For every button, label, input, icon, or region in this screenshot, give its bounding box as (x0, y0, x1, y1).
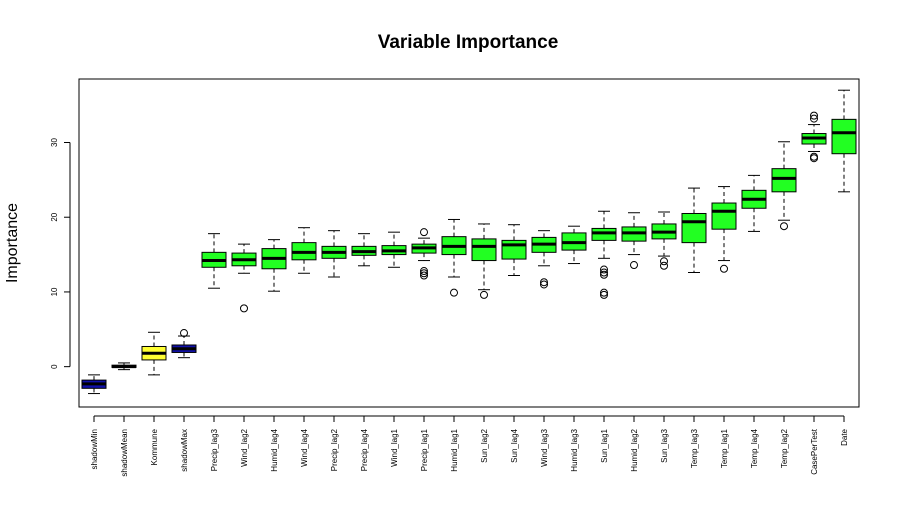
x-tick-label: shadowMin (90, 429, 99, 469)
boxplot-Wind_lag4 (291, 227, 317, 274)
boxplot-Date (831, 89, 857, 193)
boxplot-Temp_lag1 (711, 186, 737, 273)
boxplot-Wind_lag3 (531, 230, 557, 289)
x-tick-label: Sun_lag4 (510, 428, 519, 462)
boxplot-Temp_lag2 (771, 141, 797, 231)
outlier-point (180, 329, 188, 338)
outlier-point (720, 264, 728, 273)
boxplot-Sun_lag4 (501, 224, 527, 277)
y-tick-label: 20 (50, 212, 59, 221)
outlier-point (660, 261, 668, 270)
x-tick-label: Wind_lag3 (540, 428, 549, 466)
boxplot-Humid_lag1 (441, 218, 467, 297)
y-tick-label: 0 (50, 364, 59, 369)
outlier-point (420, 267, 428, 276)
x-tick-label: Precip_lag4 (360, 428, 369, 471)
outlier-point (600, 265, 608, 274)
outlier-point (600, 268, 608, 277)
boxplot-CasePerTest (801, 111, 827, 163)
boxplot-shadowMax (171, 329, 197, 359)
boxplot-shadowMin (81, 374, 107, 395)
boxplot-shadowMean (111, 362, 137, 371)
x-tick-label: Wind_lag4 (300, 428, 309, 466)
x-tick-label: Temp_lag2 (780, 428, 789, 468)
x-tick-label: Temp_lag4 (750, 428, 759, 468)
boxplot-Wind_lag2 (231, 243, 257, 313)
y-axis-label: Importance (4, 203, 21, 283)
outlier-point (540, 278, 548, 287)
x-tick-label: Kommune (150, 428, 159, 465)
outlier-point (630, 261, 638, 270)
boxplot-Kommune (141, 331, 167, 376)
x-tick-label: Sun_lag2 (480, 428, 489, 462)
y-tick-label: 10 (50, 287, 59, 296)
boxplot-Humid_lag3 (561, 225, 587, 265)
boxplot-Precip_lag1 (411, 228, 437, 280)
outlier-point (810, 114, 818, 123)
outlier-point (240, 304, 248, 313)
x-tick-label: Humid_lag3 (570, 428, 579, 471)
outlier-point (600, 270, 608, 279)
outlier-point (450, 288, 458, 297)
y-axis: 0 10 20 30 (50, 138, 71, 369)
boxplot-Sun_lag1 (591, 210, 617, 299)
boxplot-Humid_lag2 (621, 212, 647, 270)
x-tick-label: Wind_lag1 (390, 428, 399, 466)
chart-title: Variable Importance (378, 32, 559, 53)
outlier-point (600, 288, 608, 297)
outlier-point (420, 269, 428, 278)
iqr-box (681, 212, 707, 244)
x-tick-label: Humid_lag1 (450, 428, 459, 471)
iqr-box (471, 238, 497, 262)
iqr-box (501, 239, 527, 260)
x-tick-label: Humid_lag4 (270, 428, 279, 471)
x-tick-label: CasePerTest (810, 428, 819, 475)
boxplot-Temp_lag4 (741, 174, 767, 232)
boxplot-Temp_lag3 (681, 187, 707, 274)
x-tick-label: Temp_lag1 (720, 428, 729, 468)
boxplot-Humid_lag4 (261, 239, 287, 292)
outlier-point (480, 290, 488, 299)
x-tick-label: Date (840, 428, 849, 445)
boxplot-Precip_lag2 (321, 230, 347, 278)
iqr-box (711, 202, 737, 230)
boxplots (81, 89, 857, 395)
x-tick-label: Sun_lag3 (660, 428, 669, 462)
outlier-point (600, 290, 608, 299)
x-tick-label: Temp_lag3 (690, 428, 699, 468)
outlier-point (420, 228, 428, 237)
outlier-point (810, 111, 818, 120)
outlier-point (660, 257, 668, 266)
x-tick-label: Humid_lag2 (630, 428, 639, 471)
boxplot-Precip_lag4 (351, 233, 377, 267)
x-tick-label: Precip_lag2 (330, 428, 339, 471)
outlier-point (780, 222, 788, 231)
x-tick-label: Wind_lag2 (240, 428, 249, 466)
y-tick-label: 30 (50, 138, 59, 147)
plot-frame (78, 78, 860, 408)
boxplot-Wind_lag1 (381, 231, 407, 268)
x-axis: shadowMin shadowMean Kommune shadowMax Preci… (90, 415, 849, 477)
x-tick-label: shadowMean (120, 429, 129, 477)
x-tick-label: Precip_lag3 (210, 428, 219, 471)
boxplot-Precip_lag3 (201, 233, 227, 289)
x-tick-label: Sun_lag1 (600, 428, 609, 462)
boxplot-Sun_lag2 (471, 223, 497, 299)
iqr-box (831, 118, 857, 155)
boxplot-Sun_lag3 (651, 211, 677, 270)
outlier-point (810, 154, 818, 163)
iqr-box (771, 168, 797, 193)
x-tick-label: shadowMax (180, 429, 189, 472)
outlier-point (420, 271, 428, 280)
outlier-point (540, 280, 548, 289)
x-tick-label: Precip_lag1 (420, 428, 429, 471)
